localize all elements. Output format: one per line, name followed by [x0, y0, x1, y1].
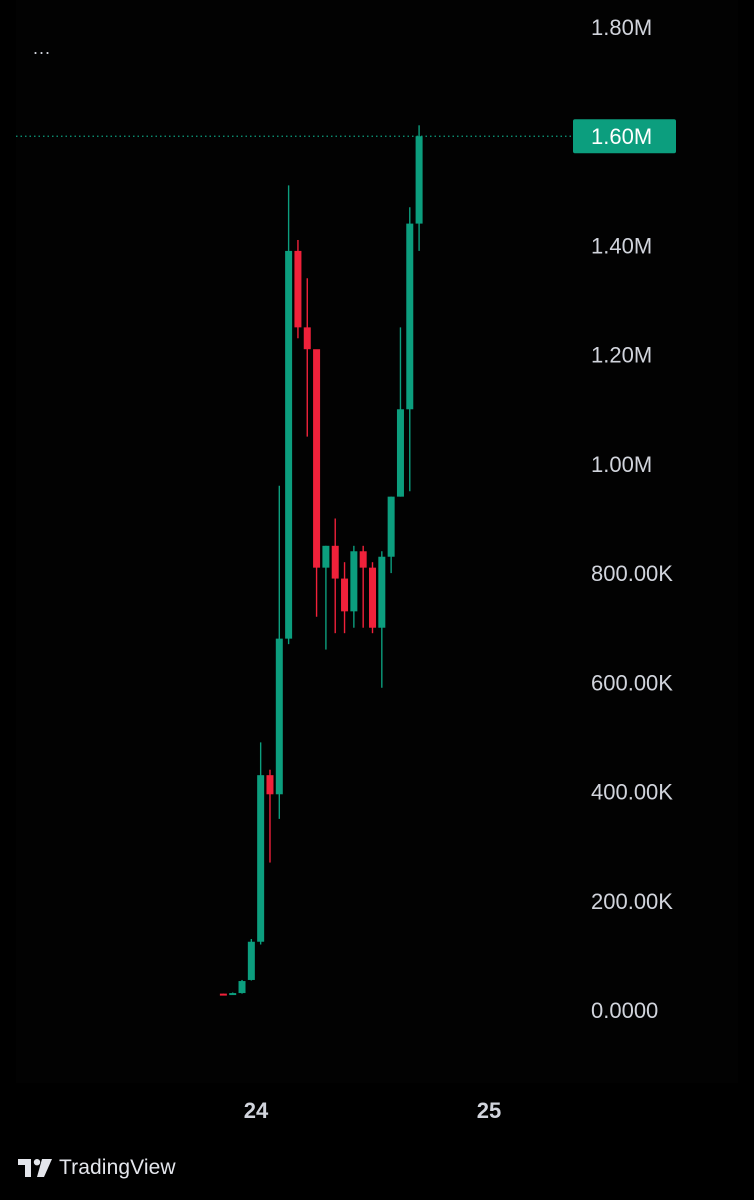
candle-body	[229, 993, 237, 996]
candle-body	[331, 545, 339, 579]
candle-body	[415, 136, 423, 224]
candlestick-chart[interactable]: 1.80M 1.40M 1.20M 1.00M 800.00K 600.00K 400.00…	[0, 0, 754, 1140]
candle-body	[341, 578, 349, 612]
y-tick-label: 0.0000	[591, 998, 658, 1023]
candle-body	[294, 250, 302, 328]
candle-body	[313, 349, 321, 568]
plot-panel[interactable]	[16, 0, 738, 1083]
y-tick-label: 1.80M	[591, 15, 652, 40]
candle-body	[219, 993, 227, 996]
ellipsis-icon[interactable]: ...	[33, 38, 52, 58]
y-tick-label: 1.00M	[591, 452, 652, 477]
y-tick-label: 200.00K	[591, 889, 673, 914]
candle-body	[257, 775, 265, 942]
candle-body	[238, 981, 246, 994]
candle-body	[247, 941, 255, 980]
candle-body	[378, 556, 386, 628]
brand-name: TradingView	[59, 1156, 176, 1179]
tradingview-logo-icon	[18, 1159, 52, 1177]
y-tick-label: 600.00K	[591, 670, 673, 695]
candle-body	[303, 327, 311, 350]
candle-body	[266, 775, 274, 795]
candle-body	[369, 567, 376, 628]
candle-body	[285, 250, 293, 639]
y-tick-label: 800.00K	[591, 561, 673, 586]
x-tick-label: 25	[477, 1098, 501, 1123]
y-tick-label: 1.40M	[591, 233, 652, 258]
candle-body	[396, 409, 404, 497]
current-price-label: 1.60M	[591, 124, 652, 149]
candle-body	[387, 496, 395, 557]
x-tick-label: 24	[244, 1098, 269, 1123]
candle-body	[275, 638, 283, 795]
current-price-badge	[573, 119, 676, 154]
y-tick-label: 1.20M	[591, 343, 652, 368]
candle-body	[359, 551, 367, 568]
tradingview-branding[interactable]: TradingView	[18, 1154, 176, 1182]
candle-body	[350, 551, 358, 612]
candle-body	[322, 545, 330, 568]
candle-body	[406, 223, 414, 410]
y-tick-label: 400.00K	[591, 780, 673, 805]
